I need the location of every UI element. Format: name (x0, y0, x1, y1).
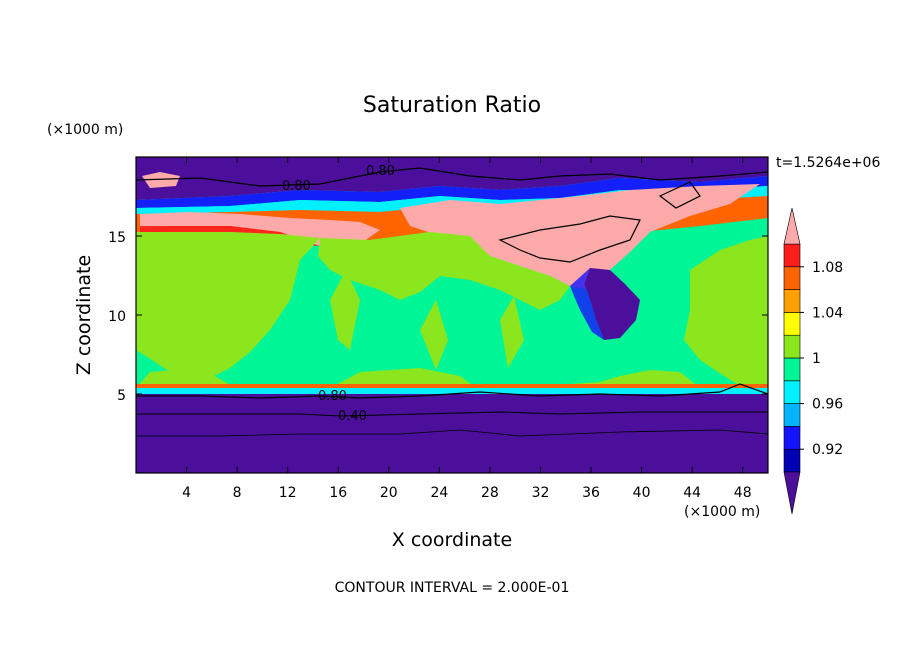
y-axis: 5 10 15 (108, 230, 768, 404)
pink-cap-left (142, 172, 180, 188)
colorbar-label: 1.04 (812, 305, 843, 321)
bottom-green-bumps (136, 368, 700, 388)
top-dry-band (136, 157, 768, 200)
colorbar: 1.08 1.04 1 0.96 0.92 (783, 207, 843, 515)
colorbar-bin (783, 312, 801, 336)
colorbar-label: 0.96 (812, 397, 843, 413)
colorbar-extend-min (783, 471, 801, 515)
blue-fringe (136, 176, 768, 208)
x-axis: 4 8 12 16 20 24 28 32 36 40 44 48 (182, 157, 752, 501)
colorbar-label: 1 (812, 351, 821, 367)
contour-line-cloud (498, 215, 641, 263)
contour-fill-field (135, 157, 769, 473)
colorbar-bin (783, 357, 801, 382)
y-tick-label: 10 (108, 309, 126, 325)
contour-line-040 (136, 411, 768, 417)
contour-label: 0.40 (338, 409, 367, 424)
boundary-cyan (136, 388, 768, 394)
x-tick-label: 12 (279, 485, 297, 501)
y-axis-label: Z coordinate (73, 255, 95, 375)
contour-label: 0.80 (366, 164, 395, 179)
colorbar-bin (783, 266, 801, 290)
pink-cloud (400, 184, 760, 290)
green-patch-right (684, 236, 768, 388)
dry-intrusion (584, 268, 640, 340)
colorbar-extend-max (783, 207, 801, 245)
boundary-orange (136, 384, 768, 388)
green-patch-left (136, 232, 320, 380)
colorbar-bin (783, 334, 801, 359)
contour-line-top (135, 167, 769, 187)
time-label: t=1.5264e+06 (776, 155, 880, 171)
colorbar-label: 1.08 (812, 260, 843, 276)
colorbar-bin (783, 380, 801, 404)
colorbar-bin (783, 243, 801, 268)
contour-interval-footer: CONTOUR INTERVAL = 2.000E-01 (335, 580, 570, 596)
x-tick-label: 36 (582, 485, 600, 501)
lower-dry-layer (136, 394, 768, 473)
contour-label: 0.80 (318, 389, 347, 404)
green-spike-3 (500, 296, 524, 368)
chart-title: Saturation Ratio (363, 93, 541, 118)
x-unit-label: (×1000 m) (684, 504, 760, 520)
x-tick-label: 24 (430, 485, 448, 501)
x-tick-label: 48 (734, 485, 752, 501)
x-tick-label: 16 (329, 485, 347, 501)
dry-intrusion-edge (570, 268, 604, 340)
colorbar-bin (783, 403, 801, 427)
contour-lines (135, 167, 769, 437)
colorbar-bin (783, 289, 801, 313)
y-tick-label: 5 (117, 388, 126, 404)
x-tick-label: 28 (481, 485, 499, 501)
green-patch-mid (318, 232, 570, 310)
x-axis-label: X coordinate (392, 529, 512, 551)
x-tick-label: 40 (633, 485, 651, 501)
contour-line-080 (136, 383, 769, 399)
green-spike-2 (420, 300, 448, 370)
green-spike-1 (330, 270, 360, 350)
pink-cloud-left (140, 212, 380, 246)
x-tick-label: 44 (683, 485, 701, 501)
x-tick-label: 4 (182, 485, 191, 501)
colorbar-bin (783, 426, 801, 450)
contour-line-cloud-upper (658, 181, 701, 209)
x-tick-label: 32 (532, 485, 550, 501)
colorbar-bin (783, 448, 801, 473)
y-tick-label: 15 (108, 230, 126, 246)
contour-label: 0.80 (282, 179, 311, 194)
x-tick-label: 20 (380, 485, 398, 501)
x-tick-label: 8 (233, 485, 242, 501)
y-unit-label: (×1000 m) (47, 122, 123, 138)
contour-line-low (136, 429, 769, 437)
colorbar-label: 0.92 (812, 442, 843, 458)
